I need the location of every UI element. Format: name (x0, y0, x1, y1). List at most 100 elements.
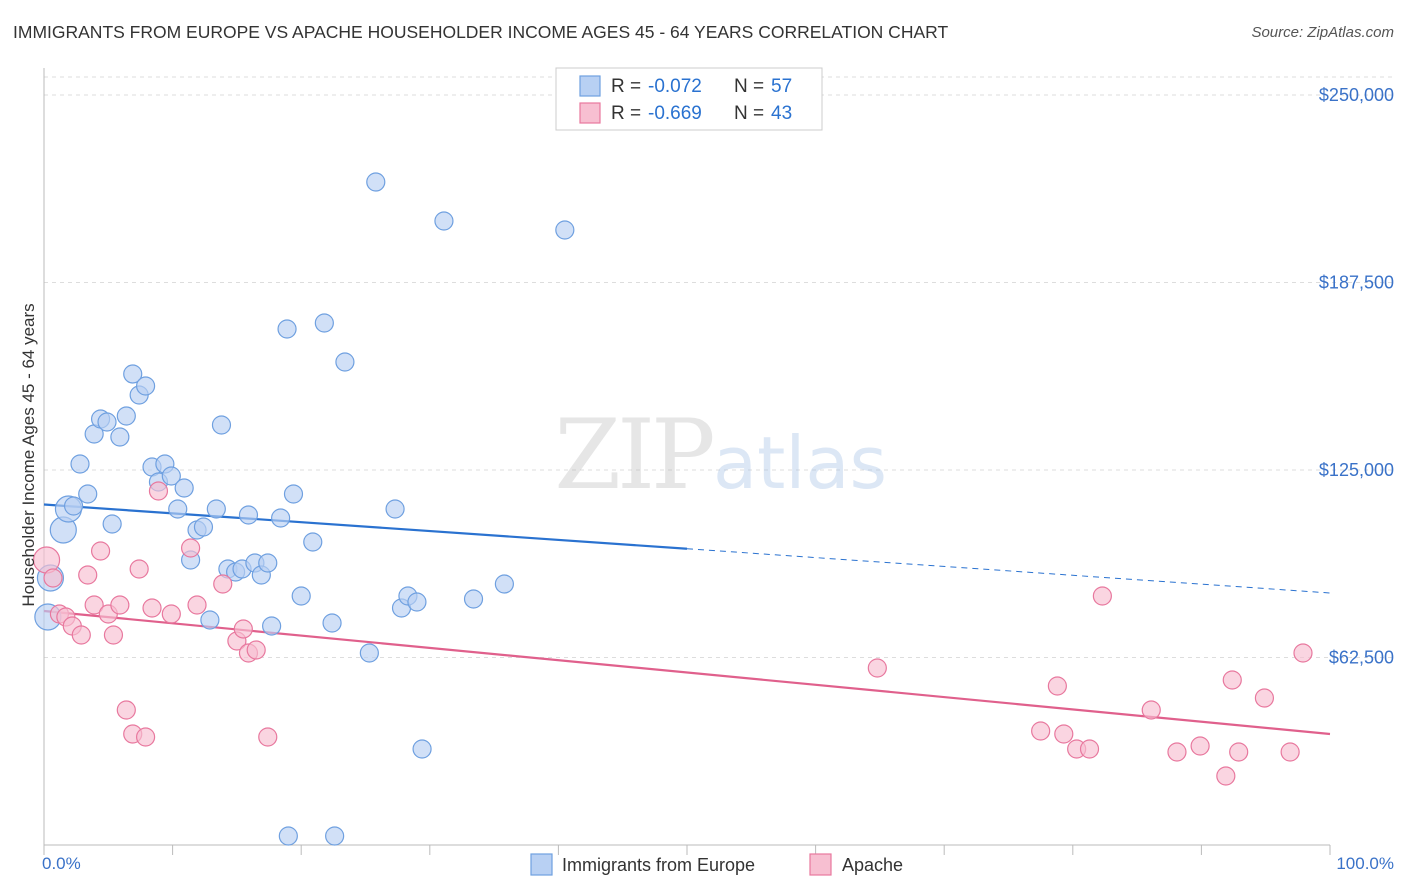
blue-data-point (494, 574, 514, 594)
pink-data-point (110, 595, 130, 615)
blue-data-point (78, 484, 98, 504)
x-tick-label-min: 0.0% (42, 854, 81, 873)
pink-data-point (1054, 724, 1074, 744)
pink-data-point (116, 700, 136, 720)
blue-data-point (97, 412, 117, 432)
pink-data-point (258, 727, 278, 747)
chart-title: IMMIGRANTS FROM EUROPE VS APACHE HOUSEHO… (13, 22, 949, 42)
blue-data-point (278, 826, 298, 846)
pink-data-point (213, 574, 233, 594)
pink-data-point (142, 598, 162, 618)
blue-data-point (291, 586, 311, 606)
pink-data-point (1079, 739, 1100, 759)
blue-data-point (161, 466, 181, 486)
pink-data-point (1047, 676, 1067, 696)
pink-data-point (1190, 736, 1210, 756)
pink-data-point (246, 640, 266, 660)
blue-data-point (434, 211, 454, 231)
blue-data-point (168, 499, 188, 519)
legend: R = -0.072 N = 57 R = -0.669 N = 43 (555, 67, 823, 131)
y-tick-label: $187,500 (1319, 273, 1394, 293)
pink-data-point (1092, 586, 1112, 606)
legend-swatch-pink (579, 102, 601, 124)
blue-data-point (200, 610, 220, 630)
blue-trend-line-extension (686, 548, 1331, 594)
blue-data-point (258, 553, 278, 573)
legend-n-value: 57 (771, 76, 792, 97)
pink-data-point (161, 604, 181, 624)
source-label: Source: ZipAtlas.com (1251, 24, 1394, 41)
blue-data-point (359, 643, 379, 663)
blue-data-point (63, 496, 84, 516)
legend-r-label: R = (611, 76, 646, 97)
blue-data-point (211, 415, 232, 435)
blue-data-point (283, 484, 304, 504)
legend-r-label: R = (611, 103, 646, 124)
legend-r-value: -0.669 (648, 103, 702, 124)
legend-n-label: N = (734, 103, 769, 124)
bottom-legend-swatch-pink (809, 853, 832, 876)
bottom-legend-swatch-blue (530, 853, 553, 876)
pink-data-point (1254, 688, 1275, 708)
pink-data-point (867, 658, 887, 678)
legend-r-value: -0.072 (648, 76, 702, 97)
blue-data-point (123, 364, 143, 384)
pink-data-point (78, 565, 98, 585)
blue-data-point (262, 616, 282, 636)
legend-swatch-blue (579, 75, 601, 97)
axes (43, 68, 1331, 855)
blue-data-point (116, 406, 136, 426)
blue-data-point (314, 313, 334, 333)
legend-n-label: N = (734, 76, 769, 97)
pink-data-point (135, 727, 156, 747)
pink-data-point (71, 625, 91, 645)
blue-data-point (206, 499, 226, 519)
trend-lines (43, 503, 1331, 736)
pink-data-point (1280, 742, 1300, 762)
blue-data-point (102, 514, 122, 534)
blue-data-point (555, 220, 575, 240)
watermark: ZIP atlas (554, 399, 887, 511)
pink-data-point (148, 481, 169, 501)
blue-data-point (385, 499, 405, 519)
blue-data-point (110, 427, 130, 447)
pink-data-point (1141, 700, 1161, 720)
pink-data-point (84, 595, 104, 615)
pink-data-point (1229, 742, 1249, 762)
blue-data-point (135, 376, 156, 396)
bottom-legend-label-pink: Apache (842, 855, 903, 875)
pink-data-point (1293, 643, 1313, 663)
y-tick-label: $62,500 (1329, 648, 1394, 668)
y-axis-label: Householder Income Ages 45 - 64 years (19, 303, 38, 606)
blue-data-point (366, 172, 386, 192)
blue-data-point (193, 517, 214, 537)
watermark-zip: ZIP (554, 399, 713, 511)
pink-trend-line (43, 609, 1331, 736)
watermark-atlas: atlas (713, 421, 887, 505)
blue-data-point (238, 505, 259, 525)
blue-data-point (412, 739, 432, 759)
pink-data-point (187, 595, 207, 615)
pink-data-point (90, 541, 111, 561)
pink-data-point (43, 568, 63, 588)
pink-data-point (1216, 766, 1236, 786)
pink-data-point (129, 559, 149, 579)
blue-data-point (174, 478, 194, 498)
blue-data-point (271, 508, 291, 528)
blue-data-point (322, 613, 342, 633)
blue-data-point (407, 592, 427, 612)
y-tick-label: $125,000 (1319, 460, 1394, 480)
blue-trend-line (43, 503, 688, 550)
y-tick-labels: $62,500 $125,000 $187,500 $250,000 (1319, 85, 1394, 668)
pink-data-point (103, 625, 124, 645)
bottom-legend: Immigrants from Europe Apache (530, 853, 903, 876)
legend-n-value: 43 (771, 103, 792, 124)
pink-data-point (1167, 742, 1187, 762)
pink-data-point (1222, 670, 1242, 690)
x-tick-label-max: 100.0% (1336, 854, 1394, 873)
data-points (32, 172, 1313, 846)
blue-data-point (325, 826, 345, 846)
y-tick-label: $250,000 (1319, 85, 1394, 105)
pink-data-point (233, 619, 253, 639)
